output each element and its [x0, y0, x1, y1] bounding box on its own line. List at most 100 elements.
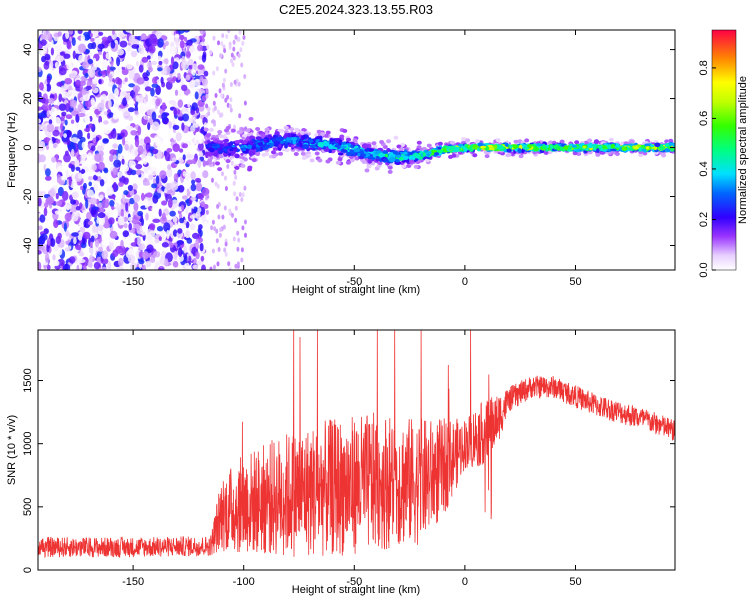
signal-halo — [398, 147, 404, 152]
noise-speckle — [41, 55, 46, 63]
noise-speckle — [141, 231, 147, 236]
signal-cell — [308, 139, 314, 143]
noise-speckle — [163, 222, 171, 233]
noise-speckle — [82, 231, 91, 240]
noise-speckle — [108, 112, 114, 118]
signal-cell — [216, 144, 221, 149]
signal-cell — [284, 143, 289, 146]
signal-cell — [571, 145, 578, 148]
noise-speckle — [147, 122, 151, 131]
noise-speckle — [230, 52, 234, 58]
noise-speckle — [206, 194, 210, 200]
noise-speckle — [221, 214, 225, 220]
signal-cell — [437, 149, 444, 154]
noise-speckle — [145, 260, 152, 268]
noise-speckle — [85, 85, 92, 90]
noise-speckle — [138, 44, 145, 55]
signal-cell — [261, 144, 266, 148]
noise-speckle — [122, 192, 126, 203]
noise-speckle — [80, 242, 87, 249]
noise-speckle — [112, 143, 118, 149]
noise-speckle — [57, 31, 62, 37]
noise-speckle — [212, 35, 216, 41]
noise-speckle — [241, 192, 245, 198]
noise-speckle — [43, 43, 48, 54]
noise-speckle — [114, 95, 120, 101]
noise-speckle — [127, 254, 136, 264]
signal-cell — [278, 143, 282, 148]
noise-speckle — [224, 241, 228, 247]
colorbar-gradient — [711, 29, 737, 271]
signal-halo — [271, 150, 276, 155]
signal-cell — [541, 145, 547, 150]
noise-speckle — [38, 140, 43, 149]
colorbar-tick-label: 0.4 — [698, 161, 710, 176]
noise-speckle — [173, 173, 179, 182]
signal-halo — [574, 140, 580, 145]
noise-speckle — [93, 232, 98, 239]
noise-speckle — [164, 151, 171, 162]
noise-speckle — [218, 232, 222, 238]
signal-halo — [437, 141, 443, 146]
noise-speckle — [108, 240, 114, 251]
noise-speckle — [98, 31, 104, 36]
noise-speckle — [197, 207, 202, 213]
noise-speckle — [64, 204, 72, 210]
signal-cell — [317, 146, 322, 151]
noise-speckle — [220, 93, 224, 99]
noise-speckle — [134, 138, 140, 148]
signal-halo — [379, 140, 385, 144]
noise-speckle — [232, 39, 236, 45]
noise-speckle — [65, 103, 70, 112]
noise-speckle — [91, 84, 96, 91]
signal-cell — [223, 154, 228, 157]
noise-speckle — [113, 103, 120, 108]
noise-speckle — [190, 125, 196, 133]
noise-speckle — [229, 107, 233, 113]
signal-halo — [320, 132, 326, 136]
noise-speckle — [156, 226, 164, 232]
noise-speckle — [44, 53, 51, 61]
noise-speckle — [130, 147, 139, 157]
noise-speckle — [158, 236, 162, 241]
noise-speckle — [135, 95, 140, 102]
noise-speckle — [83, 116, 91, 124]
noise-speckle — [124, 77, 128, 82]
noise-speckle — [134, 87, 138, 97]
noise-speckle — [136, 236, 142, 246]
noise-speckle — [98, 246, 103, 253]
noise-speckle — [167, 198, 173, 208]
signal-cell — [463, 147, 468, 153]
signal-halo — [386, 139, 391, 144]
signal-halo — [215, 161, 220, 166]
noise-speckle — [90, 235, 95, 243]
signal-cell — [296, 142, 301, 146]
noise-speckle — [240, 62, 244, 68]
noise-speckle — [144, 115, 149, 121]
noise-speckle — [83, 93, 90, 101]
noise-speckle — [145, 94, 148, 103]
signal-cell — [367, 158, 373, 164]
noise-speckle — [77, 231, 83, 241]
noise-speckle — [107, 65, 111, 75]
noise-speckle — [148, 231, 156, 237]
signal-cell — [247, 144, 253, 149]
noise-speckle — [146, 109, 152, 116]
noise-speckle — [68, 176, 72, 187]
noise-speckle — [117, 66, 121, 73]
noise-speckle — [66, 129, 71, 139]
noise-speckle — [211, 177, 214, 183]
noise-speckle — [234, 34, 238, 40]
noise-speckle — [58, 67, 67, 76]
noise-speckle — [48, 119, 53, 125]
noise-speckle — [38, 250, 42, 255]
noise-speckle — [86, 211, 92, 221]
noise-speckle — [112, 208, 119, 219]
noise-speckle — [241, 40, 245, 46]
noise-speckle — [103, 111, 108, 116]
noise-speckle — [75, 244, 82, 250]
signal-cell — [340, 149, 348, 153]
noise-speckle — [100, 257, 109, 265]
noise-speckle — [88, 181, 92, 187]
